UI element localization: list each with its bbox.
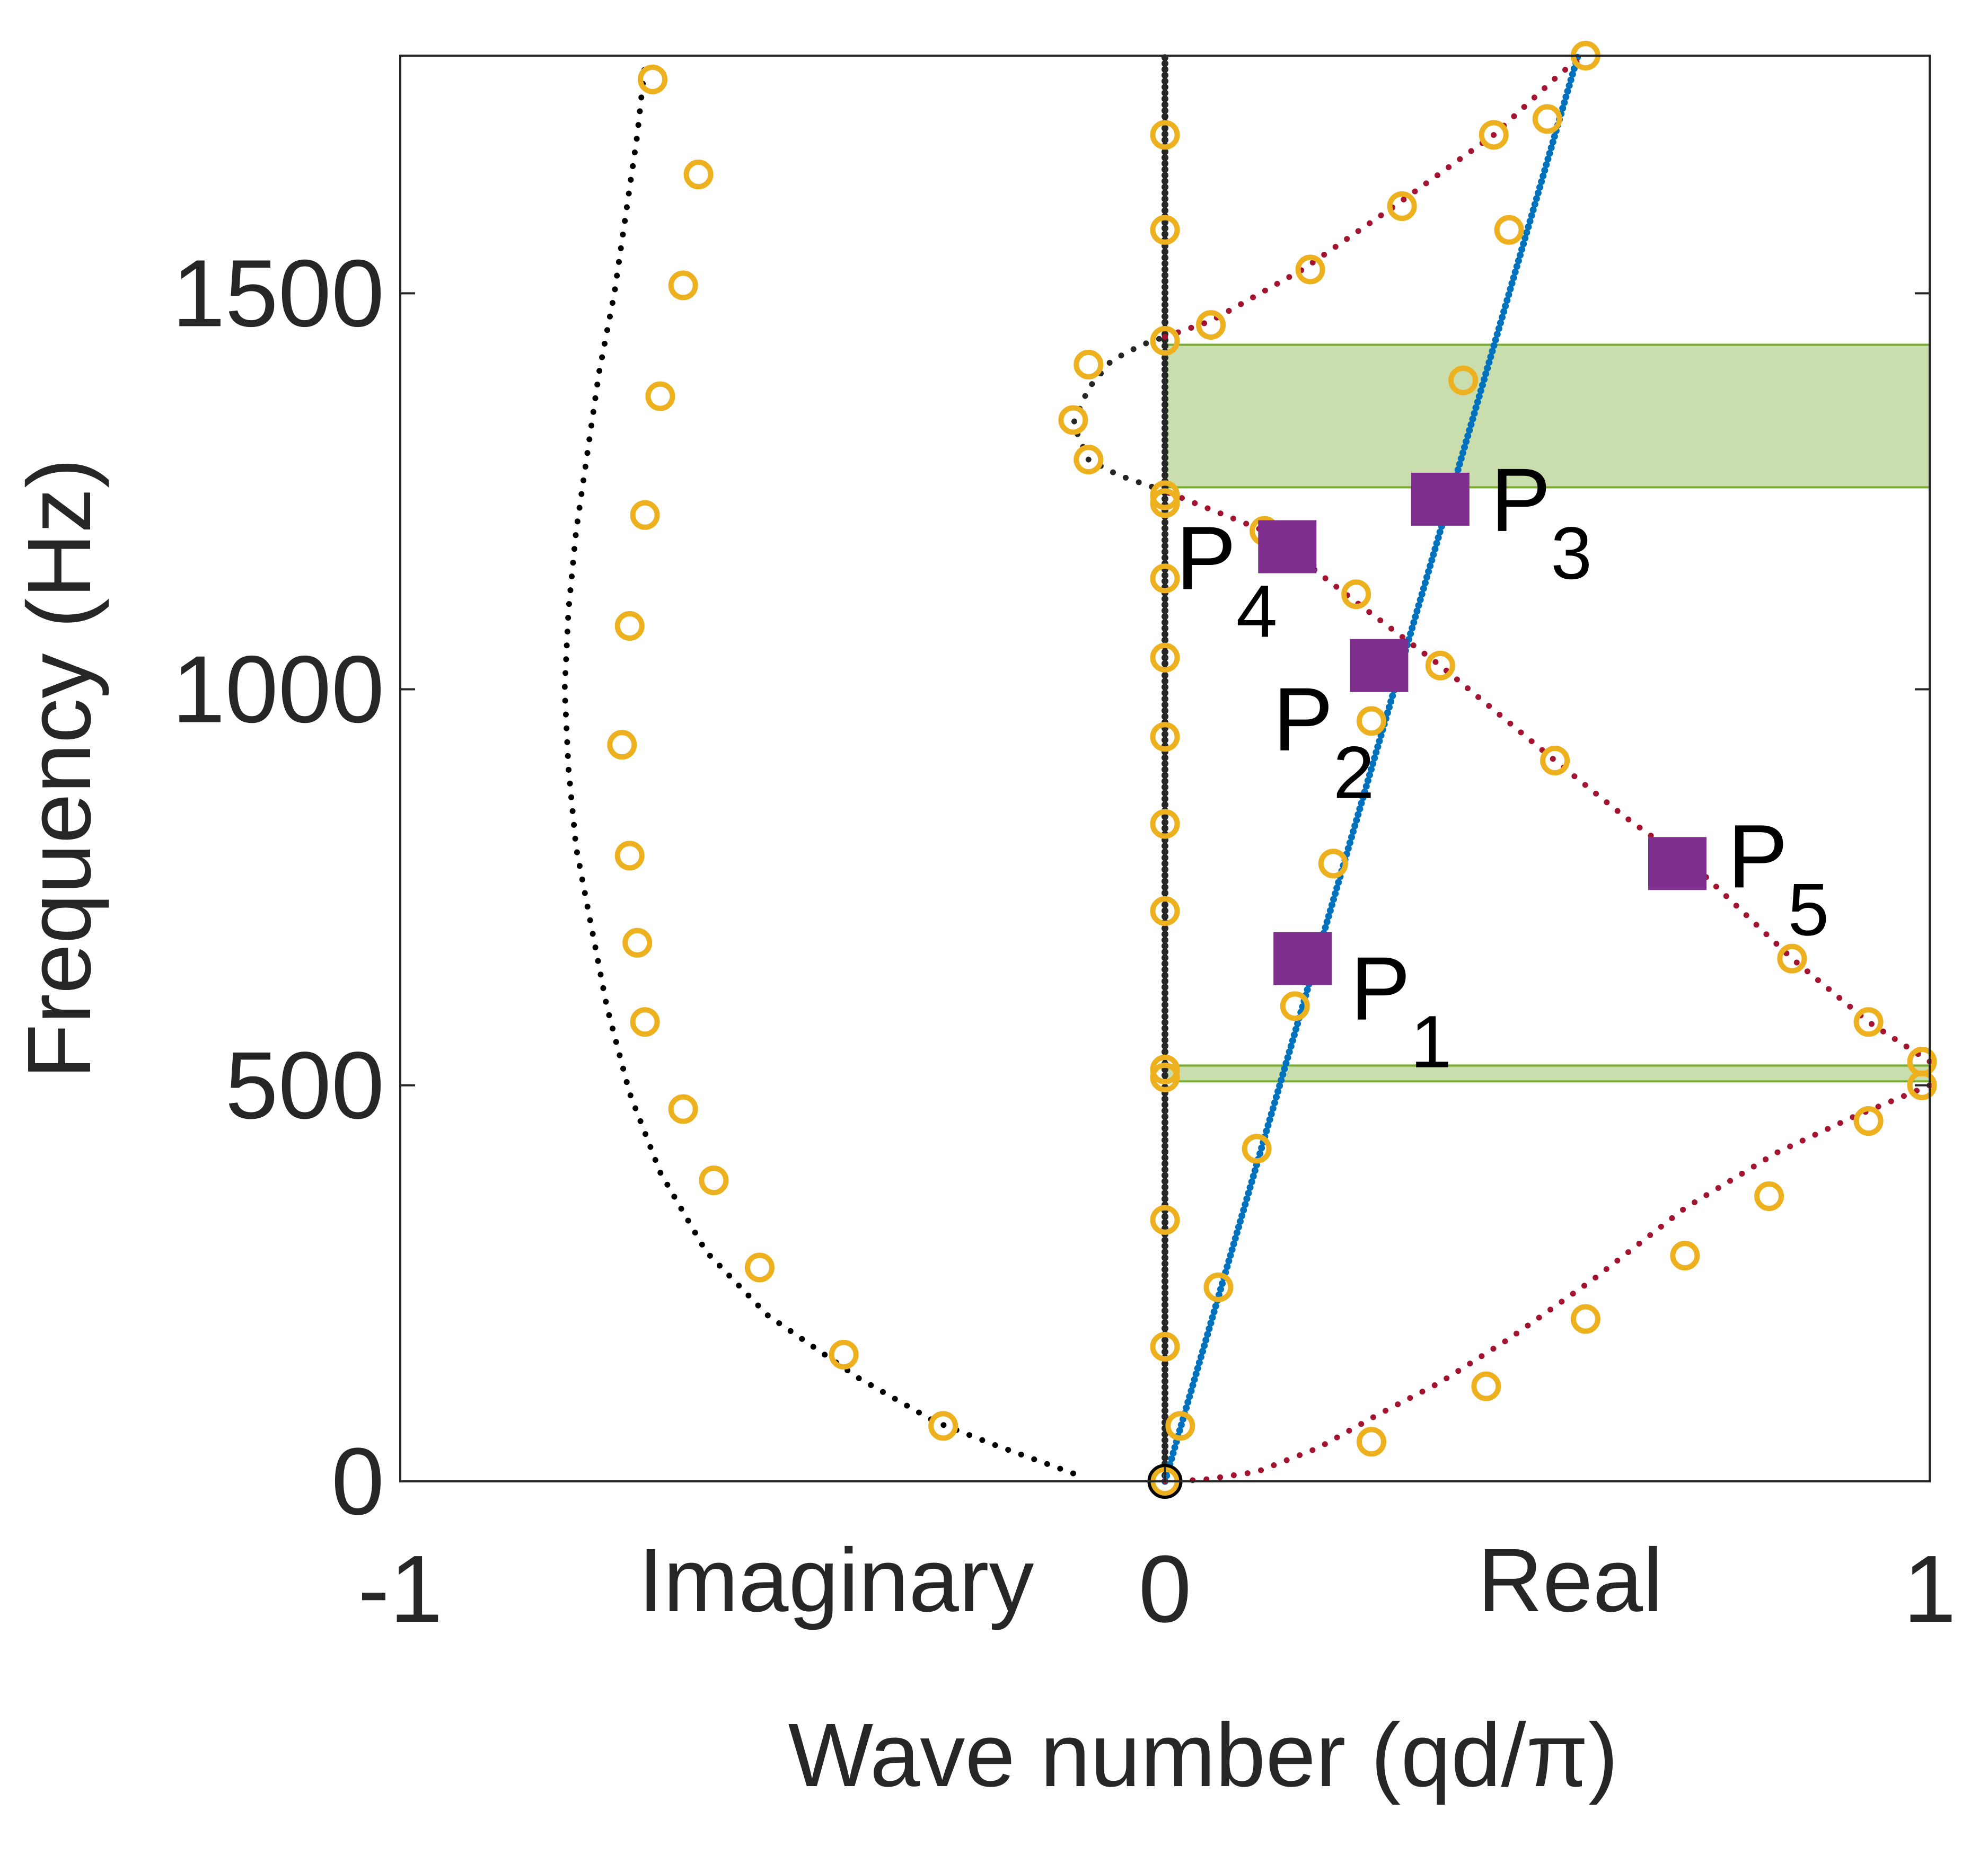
data-marker <box>1540 746 1570 776</box>
data-marker <box>1853 1106 1884 1136</box>
highlight-label-3: P3 <box>1491 450 1592 595</box>
x-tick-label: 0 <box>1138 1536 1191 1642</box>
band-gap-2 <box>1164 1064 1931 1083</box>
x-axis-label: Wave number (qd/π) <box>788 1705 1618 1806</box>
data-marker <box>1570 1304 1600 1334</box>
real-side-label: Real <box>1477 1530 1663 1631</box>
data-marker <box>1150 642 1180 673</box>
data-marker <box>1150 1331 1180 1362</box>
y-axis-label: Frequency (Hz) <box>9 458 110 1079</box>
data-marker <box>1074 445 1104 475</box>
data-marker <box>683 160 714 190</box>
highlight-label-1: P1 <box>1350 939 1452 1083</box>
data-marker <box>1196 310 1226 340</box>
data-marker <box>1074 349 1104 379</box>
data-marker <box>1448 365 1479 395</box>
x-tick-label: 1 <box>1903 1536 1956 1642</box>
data-marker <box>1907 1070 1937 1100</box>
series-flexural_branch_top <box>1162 52 1589 340</box>
data-marker <box>1471 1371 1501 1401</box>
data-marker <box>630 1007 660 1037</box>
highlight-label-4: P4 <box>1176 508 1277 653</box>
data-marker <box>1242 1134 1272 1164</box>
data-marker <box>668 1094 698 1124</box>
data-marker <box>638 64 668 94</box>
y-tick-label: 1500 <box>172 240 384 347</box>
data-marker <box>622 928 653 958</box>
series-flexural_branch_lower <box>1162 1082 1933 1485</box>
data-marker <box>1150 896 1180 926</box>
data-marker <box>1356 706 1386 736</box>
highlight-point-3 <box>1411 472 1470 526</box>
highlight-point-2 <box>1350 639 1409 692</box>
y-tick-label: 1000 <box>172 637 384 743</box>
highlight-label-2: P2 <box>1273 669 1374 814</box>
data-marker <box>1150 563 1180 594</box>
highlight-point-1 <box>1273 932 1332 985</box>
data-marker <box>668 270 698 301</box>
data-marker <box>1318 849 1348 879</box>
data-marker <box>1165 1411 1195 1441</box>
data-marker <box>1777 943 1807 974</box>
series-layer <box>561 52 1933 1485</box>
data-marker <box>1341 579 1371 610</box>
data-marker <box>1150 215 1180 245</box>
highlight-label-5: P5 <box>1728 806 1829 951</box>
data-marker <box>1058 405 1088 435</box>
data-marker <box>699 1165 729 1196</box>
data-marker <box>1150 722 1180 752</box>
highlight-point-5 <box>1648 837 1706 890</box>
band-gap-layer <box>1164 343 1931 1083</box>
data-marker <box>1150 120 1180 150</box>
highlight-point-layer: P1 P2 P3 P4 P5 <box>1176 450 1829 1083</box>
series-imaginary_loop <box>1070 334 1168 494</box>
y-tick-label: 500 <box>225 1032 384 1139</box>
data-marker <box>1532 104 1562 134</box>
data-marker <box>928 1411 958 1441</box>
data-marker <box>1150 809 1180 839</box>
data-marker <box>1150 488 1180 518</box>
data-marker <box>1280 991 1310 1021</box>
data-marker <box>1754 1181 1784 1211</box>
highlight-point-4 <box>1258 520 1317 573</box>
data-marker <box>1387 191 1417 221</box>
data-marker <box>1494 215 1524 245</box>
data-marker <box>645 381 675 411</box>
data-marker <box>1479 120 1509 150</box>
band-gap-1 <box>1164 343 1931 489</box>
x-tick-label: -1 <box>358 1536 443 1642</box>
data-marker <box>1150 326 1180 356</box>
data-marker <box>829 1339 859 1370</box>
data-marker <box>614 841 645 871</box>
data-marker <box>1853 1007 1884 1037</box>
marker-layer <box>607 41 1937 1499</box>
data-marker <box>1150 1062 1180 1092</box>
data-marker <box>1356 1427 1386 1457</box>
data-marker <box>630 500 660 530</box>
data-marker <box>1150 1205 1180 1235</box>
data-marker <box>1425 650 1455 681</box>
data-marker <box>1670 1241 1700 1271</box>
data-marker <box>614 611 645 641</box>
y-tick-label: 0 <box>331 1428 384 1535</box>
imaginary-side-label: Imaginary <box>638 1530 1034 1631</box>
series-flexural_branch_upper <box>1162 488 1933 1065</box>
data-marker <box>744 1252 775 1283</box>
data-marker <box>1295 254 1325 285</box>
data-marker <box>1203 1272 1234 1302</box>
series-longitudinal_branch <box>1162 52 1581 1485</box>
data-marker <box>607 730 637 760</box>
